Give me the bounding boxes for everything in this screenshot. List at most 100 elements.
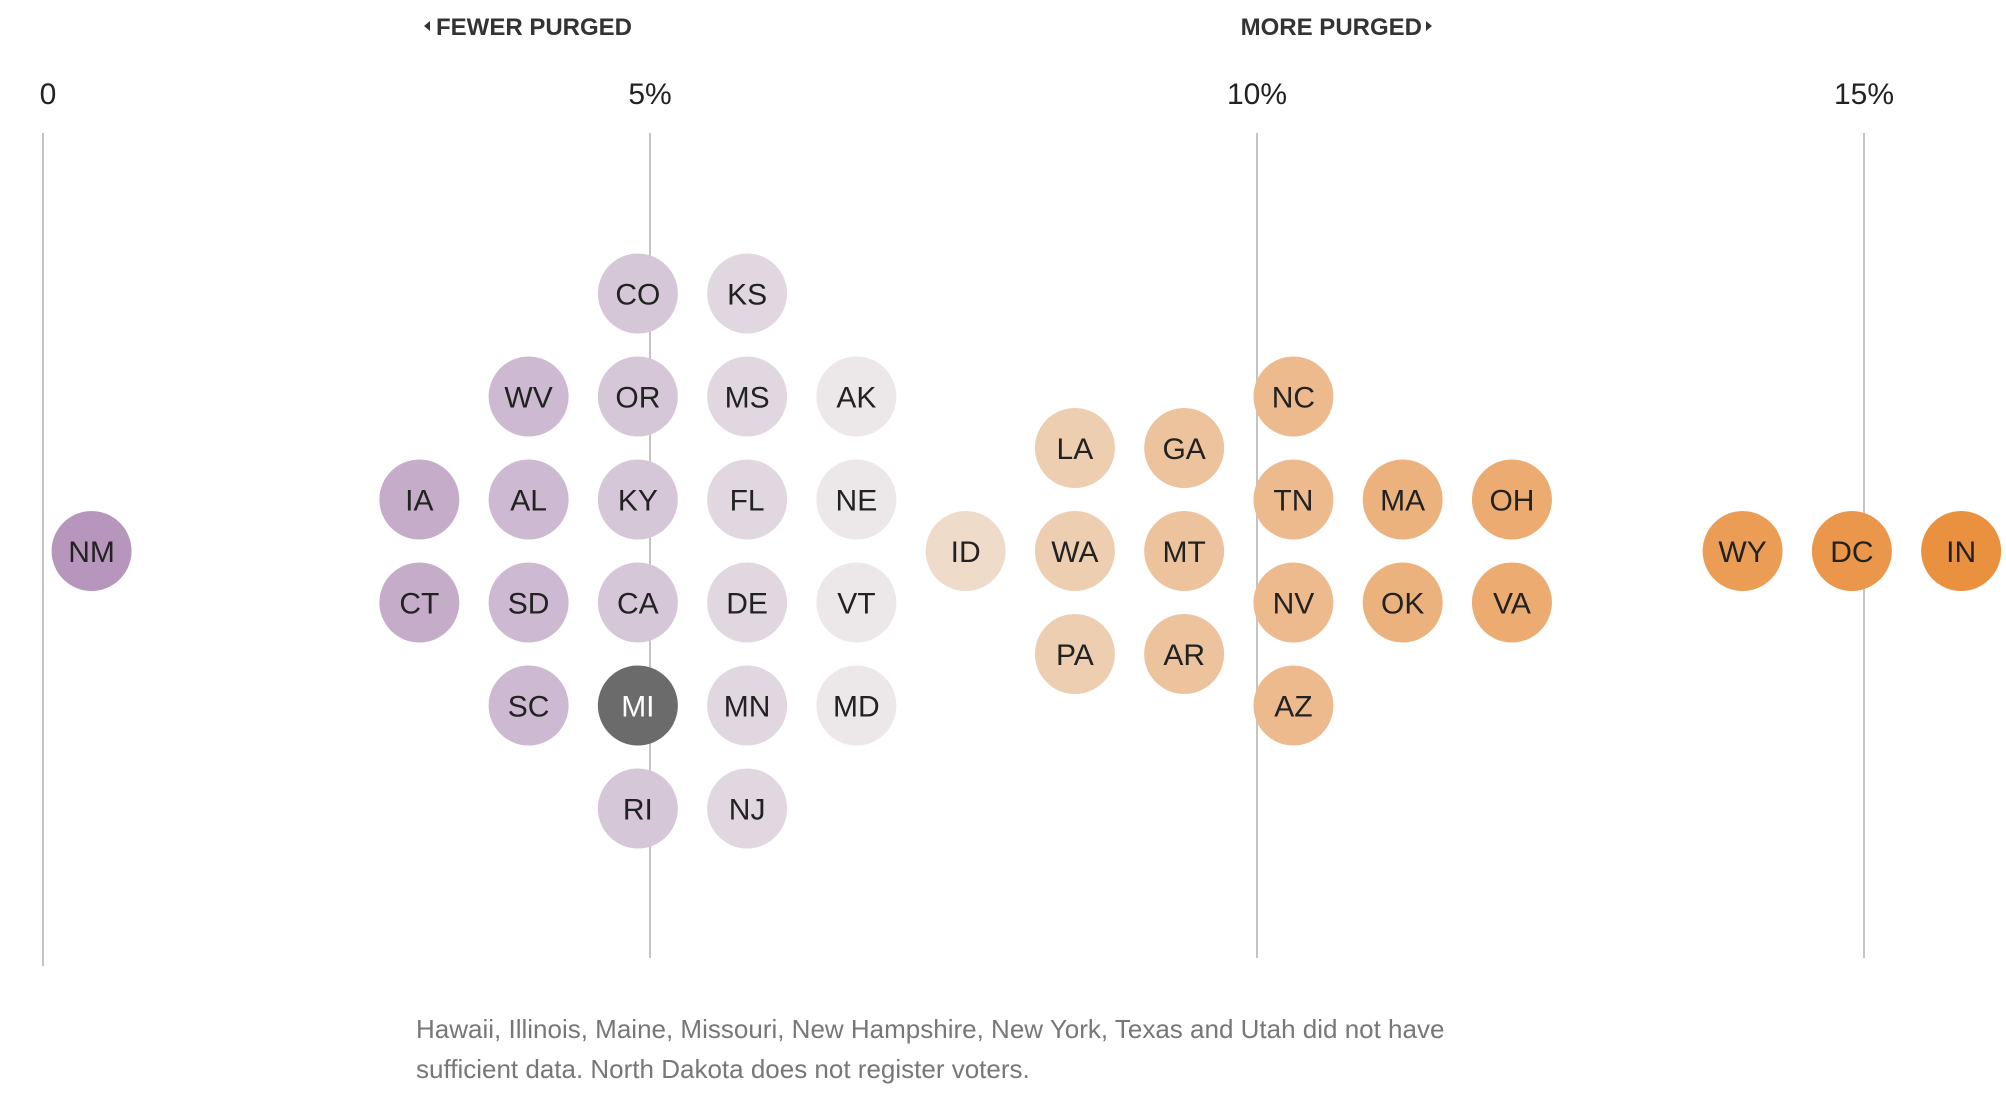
bubble-label: LA [1057, 433, 1094, 466]
state-bubble-ar: AR [1144, 614, 1225, 694]
state-bubble-mt: MT [1144, 511, 1225, 591]
bubble-label: NE [836, 485, 878, 518]
footnote: Hawaii, Illinois, Maine, Missouri, New H… [416, 1009, 1616, 1089]
bubble-circle [707, 768, 788, 849]
bubble-circle [597, 768, 678, 849]
bubble-label: WA [1051, 536, 1098, 569]
bubble-circle [1702, 511, 1783, 591]
state-bubble-co: CO [597, 253, 678, 334]
bubble-label: CA [617, 588, 659, 621]
state-bubble-wy: WY [1702, 511, 1783, 591]
bubble-circle [379, 562, 460, 643]
left-triangle-icon [424, 21, 430, 31]
state-bubble-ne: NE [816, 459, 897, 540]
state-bubble-az: AZ [1253, 665, 1334, 746]
state-bubble-oh: OH [1471, 459, 1552, 540]
state-bubble-fl: FL [707, 459, 788, 540]
bubble-label: CO [615, 279, 660, 312]
bubble-circle [816, 562, 897, 643]
bubble-label: MT [1162, 536, 1205, 569]
bubble-circle [597, 356, 678, 437]
bubble-circle [1811, 511, 1892, 591]
state-bubble-nv: NV [1253, 562, 1334, 643]
state-bubble-ky: KY [597, 459, 678, 540]
tick-label-15: 15% [1834, 78, 1894, 111]
bubble-circle [925, 511, 1006, 591]
state-bubble-ri: RI [597, 768, 678, 849]
fewer-purged-label: FEWER PURGED [436, 14, 632, 41]
bubble-circle [1144, 511, 1225, 591]
state-bubble-in: IN [1921, 511, 2002, 591]
bubble-circle [597, 665, 678, 746]
bubbles: NM IA CT WV AL SD SC CO OR KY CA MI RI KS MS FL DE MN NJ AK… [51, 253, 2002, 849]
bubble-label: DE [726, 588, 768, 621]
bubble-label: FL [730, 485, 765, 518]
bubble-label: TN [1273, 485, 1313, 518]
bubble-label: NV [1273, 588, 1315, 621]
state-bubble-ks: KS [707, 253, 788, 334]
bubble-label: NJ [729, 794, 766, 827]
state-bubble-nc: NC [1253, 356, 1334, 437]
tick-label-5: 5% [628, 78, 671, 111]
bubble-label: NC [1272, 382, 1315, 415]
bubble-circle [1253, 459, 1334, 540]
bubble-label: AR [1163, 639, 1205, 672]
state-bubble-tn: TN [1253, 459, 1334, 540]
bubble-circle [1921, 511, 2002, 591]
bubble-circle [1471, 562, 1552, 643]
bubble-label: AK [836, 382, 876, 415]
bubble-label: MI [621, 691, 654, 724]
state-bubble-la: LA [1034, 408, 1115, 488]
bubble-circle [1362, 562, 1443, 643]
bubble-circle [488, 665, 569, 746]
bubble-label: VT [837, 588, 875, 621]
state-bubble-ms: MS [707, 356, 788, 437]
footnote-line-1: Hawaii, Illinois, Maine, Missouri, New H… [416, 1014, 1445, 1044]
tick-label-10: 10% [1227, 78, 1287, 111]
bubble-circle [707, 562, 788, 643]
bubble-circle [597, 253, 678, 334]
bubble-circle [488, 356, 569, 437]
bubble-circle [1253, 665, 1334, 746]
bubble-circle [707, 459, 788, 540]
bubble-circle [816, 665, 897, 746]
state-bubble-de: DE [707, 562, 788, 643]
bubble-label: IA [405, 485, 433, 518]
bubble-label: MS [725, 382, 770, 415]
state-bubble-or: OR [597, 356, 678, 437]
bubble-circle [51, 511, 132, 591]
bubble-label: OH [1489, 485, 1534, 518]
bubble-circle [488, 562, 569, 643]
bubble-circle [1471, 459, 1552, 540]
bubble-circle [1144, 408, 1225, 488]
bubble-circle [597, 459, 678, 540]
bubble-circle [816, 356, 897, 437]
right-triangle-icon [1426, 21, 1432, 31]
bubble-circle [1144, 614, 1225, 694]
bubble-circle [1034, 408, 1115, 488]
bubble-label: IN [1946, 536, 1976, 569]
state-bubble-ak: AK [816, 356, 897, 437]
bubble-circle [1362, 459, 1443, 540]
bubble-circle [1253, 562, 1334, 643]
bubble-label: SC [508, 691, 550, 724]
state-bubble-mi: MI [597, 665, 678, 746]
bubble-label: VA [1493, 588, 1531, 621]
bubble-label: WY [1718, 536, 1766, 569]
bubble-label: KS [727, 279, 767, 312]
state-bubble-ok: OK [1362, 562, 1443, 643]
bubble-circle [597, 562, 678, 643]
bubble-label: CT [399, 588, 439, 621]
state-bubble-pa: PA [1034, 614, 1115, 694]
bubble-label: AZ [1274, 691, 1312, 724]
bubble-label: DC [1830, 536, 1873, 569]
state-bubble-ga: GA [1144, 408, 1225, 488]
state-bubble-ca: CA [597, 562, 678, 643]
bubble-circle [1253, 356, 1334, 437]
bubble-label: PA [1056, 639, 1094, 672]
bubble-circle [379, 459, 460, 540]
state-bubble-dc: DC [1811, 511, 1892, 591]
bubble-label: MA [1380, 485, 1425, 518]
direction-labels: FEWER PURGED MORE PURGED [424, 14, 1432, 41]
